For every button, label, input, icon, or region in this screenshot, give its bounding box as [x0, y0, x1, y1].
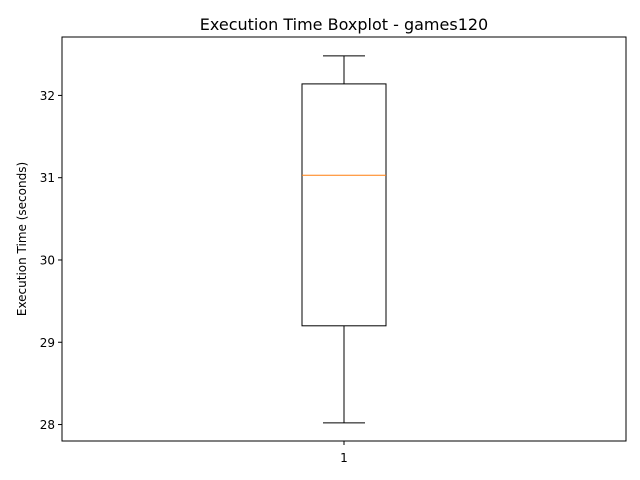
chart-title: Execution Time Boxplot - games120 [200, 15, 488, 34]
x-tick-label: 1 [340, 451, 348, 465]
y-tick-label: 31 [40, 171, 55, 185]
box-iqr [301, 83, 387, 327]
y-axis: 28 29 30 31 32 [40, 89, 62, 432]
y-tick-label: 32 [40, 89, 55, 103]
y-axis-label: Execution Time (seconds) [15, 162, 29, 316]
y-tick-label: 28 [40, 418, 55, 432]
y-tick-label: 30 [40, 253, 55, 267]
y-tick-label: 29 [40, 336, 55, 350]
plot-area [301, 55, 387, 424]
x-axis: 1 [340, 441, 348, 465]
